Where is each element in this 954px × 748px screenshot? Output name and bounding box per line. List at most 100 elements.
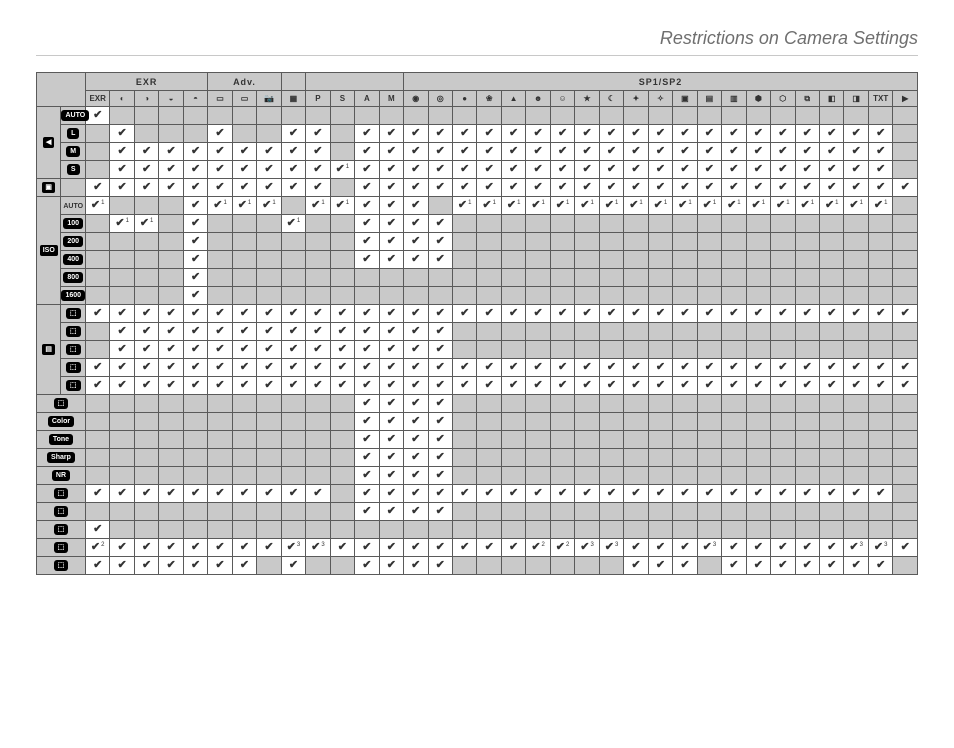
matrix-cell: ✔	[868, 305, 892, 323]
matrix-cell: ✔	[428, 143, 452, 161]
matrix-cell	[134, 107, 158, 125]
matrix-cell	[477, 467, 501, 485]
matrix-cell: ✔1	[550, 197, 574, 215]
matrix-cell: ✔	[428, 251, 452, 269]
matrix-cell: ✔	[379, 179, 403, 197]
matrix-cell: ✔	[452, 305, 476, 323]
matrix-cell: ✔3	[599, 539, 623, 557]
matrix-cell	[110, 269, 134, 287]
column-group-3	[306, 73, 404, 91]
matrix-cell: ✔	[183, 215, 207, 233]
matrix-cell	[232, 449, 256, 467]
page-title: Restrictions on Camera Settings	[36, 28, 918, 49]
matrix-cell	[208, 107, 232, 125]
matrix-cell: ✔1	[501, 197, 525, 215]
matrix-cell: ✔	[404, 467, 428, 485]
matrix-cell: ✔	[428, 377, 452, 395]
column-head-18: ☻	[526, 91, 550, 107]
matrix-cell	[134, 287, 158, 305]
matrix-cell	[232, 215, 256, 233]
matrix-cell: ✔	[624, 161, 648, 179]
column-head-12: M	[379, 91, 403, 107]
matrix-cell	[428, 197, 452, 215]
matrix-cell: ✔	[599, 161, 623, 179]
matrix-cell: ✔	[134, 161, 158, 179]
matrix-cell: ✔	[868, 125, 892, 143]
matrix-cell	[599, 269, 623, 287]
matrix-cell: ✔	[428, 161, 452, 179]
matrix-cell	[257, 215, 281, 233]
matrix-cell	[673, 521, 697, 539]
column-head-8: ▦	[281, 91, 305, 107]
matrix-cell	[257, 395, 281, 413]
matrix-cell: ✔	[575, 143, 599, 161]
matrix-cell	[501, 287, 525, 305]
matrix-cell	[477, 269, 501, 287]
matrix-cell: ✔	[379, 503, 403, 521]
matrix-cell	[722, 521, 746, 539]
matrix-cell	[85, 287, 109, 305]
matrix-cell	[526, 251, 550, 269]
matrix-cell: ✔	[746, 359, 770, 377]
matrix-cell: ✔	[183, 287, 207, 305]
matrix-cell	[428, 269, 452, 287]
matrix-cell: ✔	[697, 359, 721, 377]
matrix-cell	[257, 269, 281, 287]
matrix-cell: ✔	[624, 539, 648, 557]
matrix-cell: ✔1	[330, 161, 354, 179]
matrix-cell	[844, 521, 868, 539]
matrix-cell: ✔	[795, 161, 819, 179]
matrix-cell	[550, 215, 574, 233]
matrix-cell: ✔	[844, 359, 868, 377]
matrix-cell	[281, 107, 305, 125]
matrix-cell: ✔	[428, 341, 452, 359]
matrix-cell	[477, 341, 501, 359]
matrix-cell: ✔	[404, 449, 428, 467]
matrix-cell	[159, 413, 183, 431]
matrix-cell	[232, 233, 256, 251]
matrix-cell: ✔	[477, 377, 501, 395]
matrix-cell	[110, 251, 134, 269]
matrix-cell	[85, 125, 109, 143]
matrix-cell	[624, 251, 648, 269]
matrix-cell: ✔	[330, 323, 354, 341]
matrix-cell: ✔	[624, 143, 648, 161]
matrix-cell	[330, 143, 354, 161]
matrix-cell: ✔	[428, 503, 452, 521]
row-label: ⬚	[61, 359, 85, 377]
matrix-cell	[379, 107, 403, 125]
matrix-cell: ✔	[379, 233, 403, 251]
matrix-cell: ✔	[722, 485, 746, 503]
matrix-cell	[722, 503, 746, 521]
matrix-cell: ✔	[257, 485, 281, 503]
matrix-cell: ✔	[746, 305, 770, 323]
column-head-17: ▲	[501, 91, 525, 107]
matrix-cell: ✔	[208, 305, 232, 323]
matrix-cell: ✔	[379, 539, 403, 557]
matrix-cell	[159, 197, 183, 215]
matrix-cell	[232, 431, 256, 449]
column-head-14: ◎	[428, 91, 452, 107]
matrix-cell	[893, 323, 918, 341]
matrix-cell: ✔	[355, 161, 379, 179]
matrix-cell	[330, 269, 354, 287]
matrix-cell	[404, 287, 428, 305]
matrix-cell: ✔	[208, 125, 232, 143]
matrix-cell: ✔	[232, 485, 256, 503]
matrix-cell	[648, 395, 672, 413]
matrix-cell	[673, 323, 697, 341]
matrix-cell	[550, 233, 574, 251]
matrix-cell: ✔1	[844, 197, 868, 215]
matrix-cell: ✔	[428, 467, 452, 485]
matrix-cell	[599, 323, 623, 341]
matrix-cell: ✔	[599, 359, 623, 377]
matrix-cell: ✔	[599, 179, 623, 197]
matrix-cell: ✔	[85, 107, 109, 125]
matrix-cell: ✔	[134, 143, 158, 161]
matrix-cell	[183, 503, 207, 521]
matrix-cell: ✔	[428, 485, 452, 503]
matrix-cell: ✔	[355, 557, 379, 575]
matrix-cell: ✔	[428, 305, 452, 323]
matrix-cell	[501, 233, 525, 251]
matrix-cell: ✔	[795, 179, 819, 197]
